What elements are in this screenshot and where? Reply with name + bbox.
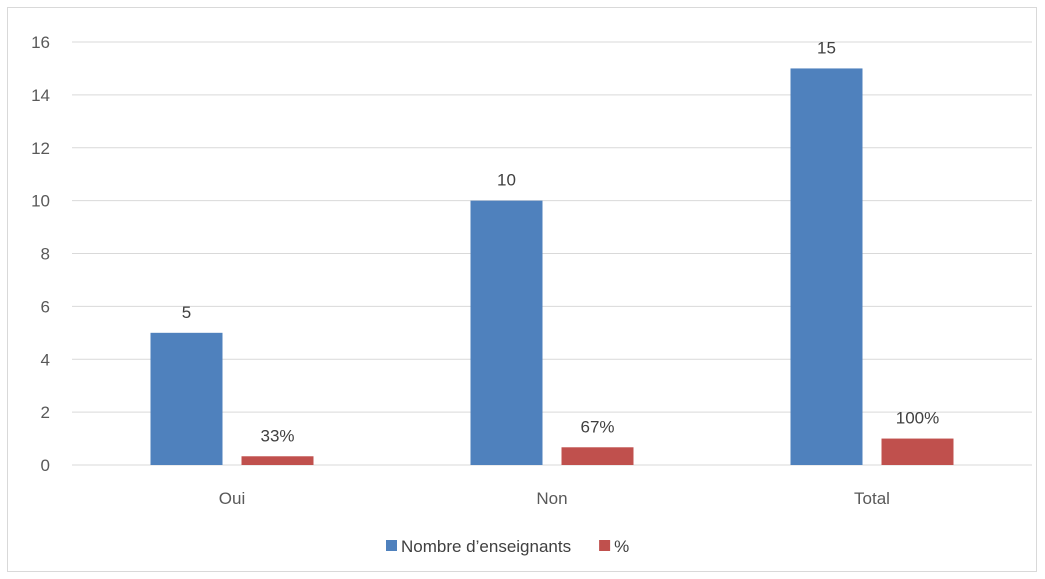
y-tick-label-12: 12 <box>31 139 50 158</box>
y-tick-label-8: 8 <box>41 245 50 264</box>
data-label-oui-series-2: 33% <box>260 426 294 445</box>
x-axis-ticks: Oui Non Total <box>219 489 890 508</box>
data-label-oui-series-1: 5 <box>182 303 191 322</box>
x-tick-label-non: Non <box>536 489 567 508</box>
data-label-total-series-2: 100% <box>896 409 939 428</box>
legend: Nombre d’enseignants% <box>386 537 629 556</box>
bar-non-series-1 <box>470 200 543 465</box>
y-tick-label-14: 14 <box>31 86 50 105</box>
bar-total-series-2 <box>881 438 954 465</box>
data-label-non-series-2: 67% <box>580 417 614 436</box>
y-tick-label-2: 2 <box>41 403 50 422</box>
x-tick-label-oui: Oui <box>219 489 245 508</box>
legend-label-1: Nombre d’enseignants <box>401 537 571 556</box>
y-tick-label-10: 10 <box>31 192 50 211</box>
y-tick-label-6: 6 <box>41 297 50 316</box>
data-label-total-series-1: 15 <box>817 38 836 57</box>
gridlines <box>72 41 1032 466</box>
y-axis-ticks: 0 2 4 6 8 10 12 14 16 <box>31 33 50 475</box>
x-tick-label-total: Total <box>854 489 890 508</box>
legend-label-2: % <box>614 537 629 556</box>
legend-swatch-2 <box>599 540 611 551</box>
bar-oui-series-1 <box>150 332 223 465</box>
data-labels: 5 33% 10 67% 15 100% <box>182 38 939 445</box>
y-tick-label-16: 16 <box>31 33 50 52</box>
legend-swatch-1 <box>386 540 397 551</box>
bar-non-series-2 <box>561 447 634 465</box>
bars <box>150 68 954 465</box>
bar-total-series-1 <box>790 68 863 465</box>
y-tick-label-0: 0 <box>41 456 50 475</box>
y-tick-label-4: 4 <box>41 350 50 369</box>
data-label-non-series-1: 10 <box>497 171 516 190</box>
bar-oui-series-2 <box>241 456 314 465</box>
